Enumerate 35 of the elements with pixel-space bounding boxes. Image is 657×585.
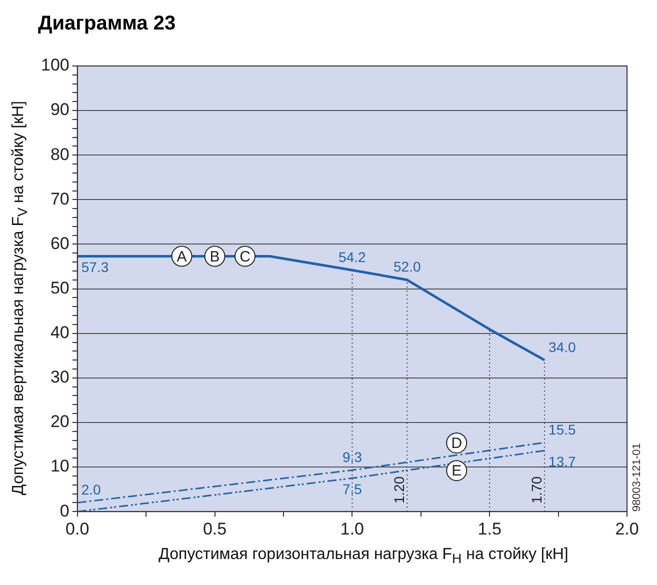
y-tick-label: 100 [40, 56, 70, 75]
y-tick-label: 90 [50, 100, 70, 120]
data-label: 15.5 [548, 421, 576, 438]
data-label: 9.3 [342, 449, 362, 466]
x-tick-label: 0.0 [66, 519, 90, 538]
data-label: 13.7 [548, 453, 576, 470]
annotation: A [176, 248, 187, 266]
data-label: 34.0 [548, 338, 576, 355]
y-tick-label: 80 [50, 144, 70, 164]
annotation: C [240, 248, 251, 266]
data-label: 7.5 [342, 481, 362, 498]
x-tick-label: 2.0 [615, 519, 639, 538]
y-tick-label: 50 [50, 278, 70, 298]
ref-line-label: 1.70 [528, 476, 544, 504]
x-tick-label: 1.5 [478, 519, 502, 538]
y-tick-label: 0 [60, 501, 70, 520]
y-tick-label: 30 [50, 368, 70, 387]
annotation: B [210, 248, 220, 266]
annotation: E [452, 462, 462, 480]
chart-title: Диаграмма 23 [38, 12, 176, 35]
x-axis-title: Допустимая горизонтальная нагрузка F$_{H}$ на стойку [кН] [158, 546, 570, 566]
ref-line-label: 1.20 [391, 476, 408, 504]
data-label: 57.3 [81, 259, 109, 276]
data-label: 54.2 [338, 248, 366, 265]
y-tick-label: 20 [50, 412, 70, 432]
text: 98003-121-01 [631, 443, 644, 512]
x-tick-label: 0.5 [202, 519, 227, 538]
annotation: D [451, 435, 462, 452]
data-label: 52.0 [394, 258, 421, 275]
y-tick-label: 60 [50, 234, 70, 253]
x-tick-label: 1.0 [340, 519, 364, 538]
data-label: 2.0 [81, 482, 102, 498]
y-tick-label: 10 [50, 456, 70, 476]
y-tick-label: 70 [50, 189, 70, 208]
y-tick-label: 40 [50, 323, 70, 342]
